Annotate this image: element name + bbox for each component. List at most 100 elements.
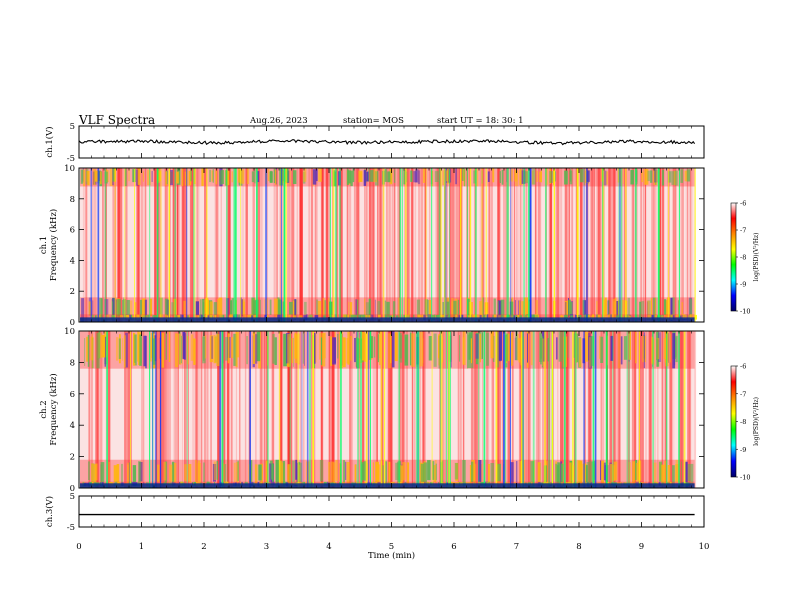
ch1-band-mark [603,299,607,316]
y-tick-label: 5 [70,122,75,132]
ch2-spike [483,331,486,488]
ch1-streak [336,168,339,322]
ch1-band-mark [445,170,448,182]
ch1-streak [521,168,523,322]
ch2-spike [160,331,162,488]
ch1-spike [90,168,92,322]
ch1-streak [112,168,114,322]
ch2-streak [299,331,302,488]
ch1-spike [444,168,447,322]
ch2-band-mark [635,332,637,364]
ch2-spike [106,331,108,488]
ch2-streak [441,331,444,488]
ch1-band-mark [139,299,143,320]
ch1-colorbar-label: log(PSD)(V²/Hz) [753,233,760,282]
ch1-band-mark [350,314,354,320]
ch1-band-mark [569,301,573,315]
ch2-streak [227,331,229,488]
ch2-streak [679,331,683,488]
ch1-streak [435,168,438,322]
ch1-streak [339,168,343,322]
ch1-band-mark [253,168,256,184]
ch1-streak [490,168,493,322]
ch2-band-mark [675,464,679,483]
ch1-band-mark [569,169,572,182]
ch2-streak [337,331,340,488]
ch2-band-mark [211,336,213,359]
ch2-band-mark [579,338,582,367]
ch2-band-mark [600,460,602,481]
ch1-band-mark [277,314,281,319]
ch1-band-mark [616,301,619,317]
ch1-spike [553,168,555,322]
ch2-band-mark [388,333,392,369]
ch1-spike [625,168,627,322]
ch1-band-mark [355,299,357,318]
ch1-spike [545,168,547,322]
ch2-streak [641,331,644,488]
ch2-band-mark [302,332,305,364]
ch1-streak [673,168,675,322]
ch1-band-mark [359,171,363,182]
ch1-streak [192,168,194,322]
ch2-band-mark [313,333,316,364]
ch2-band-mark [319,460,324,482]
ch1-spike [620,168,623,322]
ch2-streak [617,331,620,488]
ch1-band-mark [622,168,624,184]
ch2-streak [568,331,570,488]
ch2-streak [518,331,520,488]
ch1-streak [658,168,662,322]
ch1-streak [602,168,605,322]
ch2-streak [463,331,465,488]
ch2-band-mark [523,460,525,484]
ch1-streak [386,168,388,322]
ch1-band-mark [218,297,223,316]
ch1-band-mark [673,171,677,185]
ch2-streak [411,331,414,488]
ch2-band-mark [291,338,294,364]
ch1-streak [289,168,292,322]
ch2-band-mark [216,333,220,366]
ch2-streak [203,331,207,488]
header-station: station= MOS [343,116,404,126]
ch2-streak [217,331,221,488]
ch1-band-mark [654,168,657,183]
ch1-band-mark [213,302,217,319]
ch2-band-mark [475,334,479,359]
ch2-streak [535,331,539,488]
ch1-streak [642,168,645,322]
ch1-band-mark [476,168,479,187]
ch2-band-mark [399,332,402,359]
ch2-streak [184,331,186,488]
ch1-band-mark [117,299,121,317]
ch1-spike [283,168,286,322]
ch1-band-mark [161,314,163,320]
ch2-band-mark [205,335,207,359]
ch2-band-mark [216,460,219,480]
ch2-band-mark [399,465,404,484]
ch2-band-mark [411,333,415,367]
ch2-band-mark [490,331,494,359]
ch1-streak [394,168,396,322]
ch1-band-mark [273,168,276,184]
ch1-streak [296,168,299,322]
ch1-streak [365,168,368,322]
ch1-spike [332,168,335,322]
ch1-spike [329,168,331,322]
ch2-spike [309,331,311,488]
ch1-band-mark [352,168,355,183]
ch1-band-mark [385,314,387,320]
ch1-band-mark [604,314,607,320]
ch1-band-mark [287,314,289,320]
ch2-streak [610,331,613,488]
ch1-streak [379,168,381,322]
ch2-band-mark [378,333,381,366]
ch2-band-mark [372,462,374,483]
ch2-spike [532,331,535,488]
ch2-streak [584,331,586,488]
ch1-band-mark [564,170,568,185]
ch1-band-mark [525,315,528,320]
ch1-streak [118,168,120,322]
ch2-streak [126,331,128,488]
